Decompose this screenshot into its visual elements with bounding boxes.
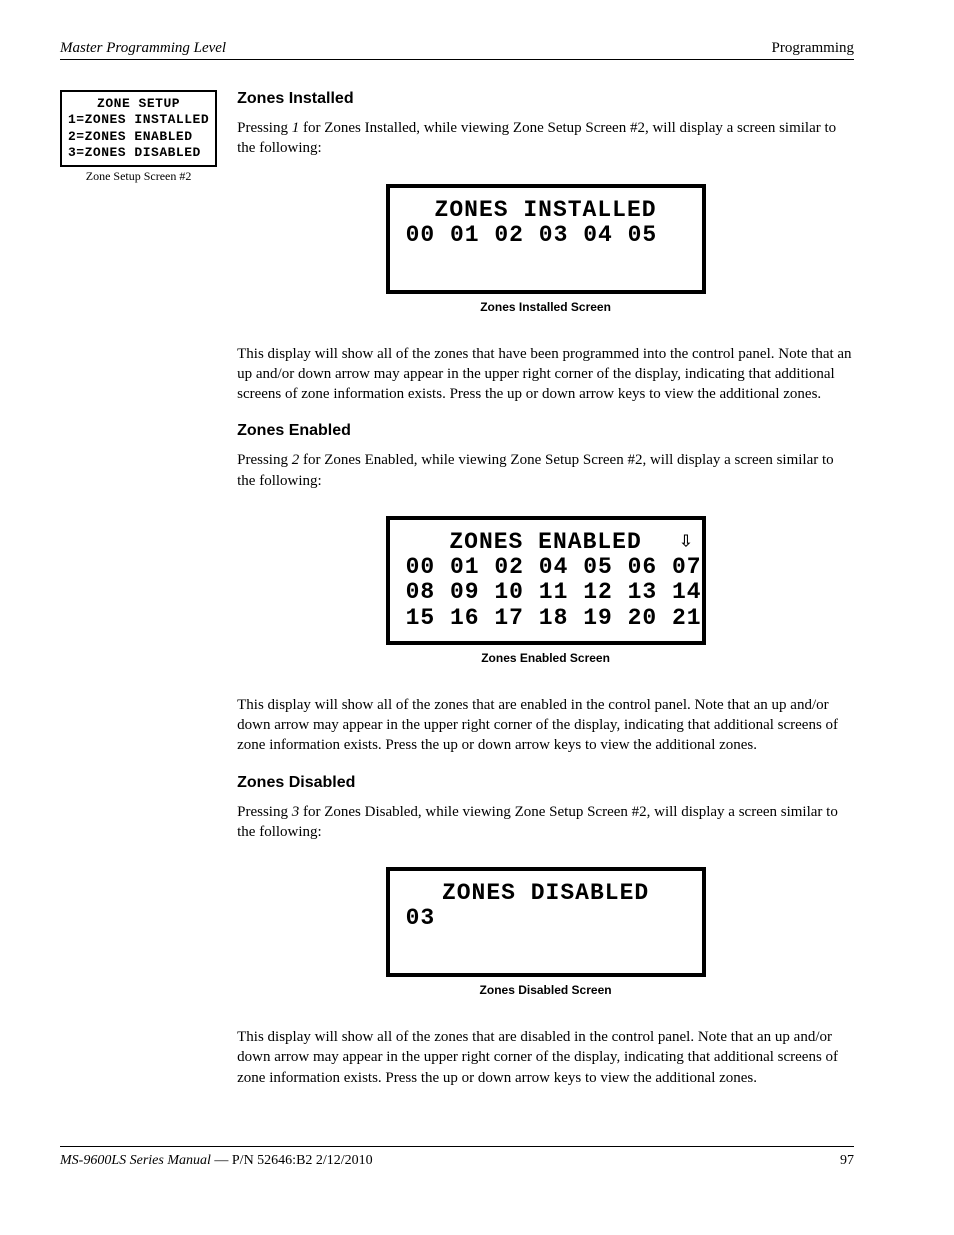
body-zones-disabled: This display will show all of the zones … [237, 1027, 854, 1088]
heading-zones-installed: Zones Installed [237, 90, 854, 108]
lcd-disabled-line2: 03 [406, 906, 686, 931]
intro-zones-enabled: Pressing 2 for Zones Enabled, while view… [237, 450, 854, 491]
lcd-enabled-line3: 08 09 10 11 12 13 14 [406, 580, 686, 605]
sidebar-lcd: ZONE SETUP 1=ZONES INSTALLED 2=ZONES ENA… [60, 90, 217, 167]
sidebar: ZONE SETUP 1=ZONES INSTALLED 2=ZONES ENA… [60, 90, 217, 1106]
intro-post: for Zones Enabled, while viewing Zone Se… [237, 452, 834, 488]
intro-zones-disabled: Pressing 3 for Zones Disabled, while vie… [237, 802, 854, 843]
lcd-zones-enabled: ⇩ ZONES ENABLED 00 01 02 04 05 06 07 08 … [386, 516, 706, 645]
sidebar-lcd-line1: ZONE SETUP [68, 96, 209, 112]
header-right-text: Programming [772, 40, 855, 57]
caption-zones-installed: Zones Installed Screen [480, 300, 611, 314]
lcd-enabled-line2: 00 01 02 04 05 06 07 [406, 555, 686, 580]
lcd-installed-line1: ZONES INSTALLED [406, 198, 686, 223]
content-row: ZONE SETUP 1=ZONES INSTALLED 2=ZONES ENA… [60, 90, 854, 1106]
down-arrow-icon: ⇩ [679, 530, 693, 554]
footer-right: 97 [840, 1153, 854, 1169]
main-content: Zones Installed Pressing 1 for Zones Ins… [237, 90, 854, 1106]
caption-zones-disabled: Zones Disabled Screen [480, 983, 612, 997]
intro-pre: Pressing [237, 804, 292, 820]
caption-zones-enabled: Zones Enabled Screen [481, 651, 610, 665]
sidebar-lcd-line4: 3=ZONES DISABLED [68, 145, 209, 161]
lcd-enabled-line1: ZONES ENABLED [406, 530, 686, 555]
body-zones-enabled: This display will show all of the zones … [237, 695, 854, 756]
lcd-disabled-line1: ZONES DISABLED [406, 881, 686, 906]
page-header: Master Programming Level Programming [60, 40, 854, 60]
footer-left-italic: MS-9600LS Series Manual [60, 1153, 211, 1168]
sidebar-lcd-line3: 2=ZONES ENABLED [68, 129, 209, 145]
lcd-installed-line2: 00 01 02 03 04 05 [406, 223, 686, 248]
lcd-zones-installed: ZONES INSTALLED 00 01 02 03 04 05 [386, 184, 706, 294]
intro-pre: Pressing [237, 452, 292, 468]
figure-zones-enabled: ⇩ ZONES ENABLED 00 01 02 04 05 06 07 08 … [237, 516, 854, 665]
lcd-zones-disabled: ZONES DISABLED 03 [386, 867, 706, 977]
sidebar-lcd-line2: 1=ZONES INSTALLED [68, 112, 209, 128]
page-footer: MS-9600LS Series Manual — P/N 52646:B2 2… [60, 1146, 854, 1169]
footer-left: MS-9600LS Series Manual — P/N 52646:B2 2… [60, 1153, 373, 1169]
intro-pre: Pressing [237, 120, 292, 136]
footer-left-rest: — P/N 52646:B2 2/12/2010 [211, 1153, 373, 1168]
heading-zones-disabled: Zones Disabled [237, 774, 854, 792]
header-left-text: Master Programming Level [60, 40, 226, 57]
sidebar-caption: Zone Setup Screen #2 [60, 169, 217, 184]
figure-zones-installed: ZONES INSTALLED 00 01 02 03 04 05 Zones … [237, 184, 854, 314]
lcd-enabled-line4: 15 16 17 18 19 20 21 [406, 606, 686, 631]
intro-zones-installed: Pressing 1 for Zones Installed, while vi… [237, 118, 854, 159]
heading-zones-enabled: Zones Enabled [237, 422, 854, 440]
intro-post: for Zones Disabled, while viewing Zone S… [237, 804, 838, 840]
intro-post: for Zones Installed, while viewing Zone … [237, 120, 836, 156]
body-zones-installed: This display will show all of the zones … [237, 344, 854, 405]
figure-zones-disabled: ZONES DISABLED 03 Zones Disabled Screen [237, 867, 854, 997]
